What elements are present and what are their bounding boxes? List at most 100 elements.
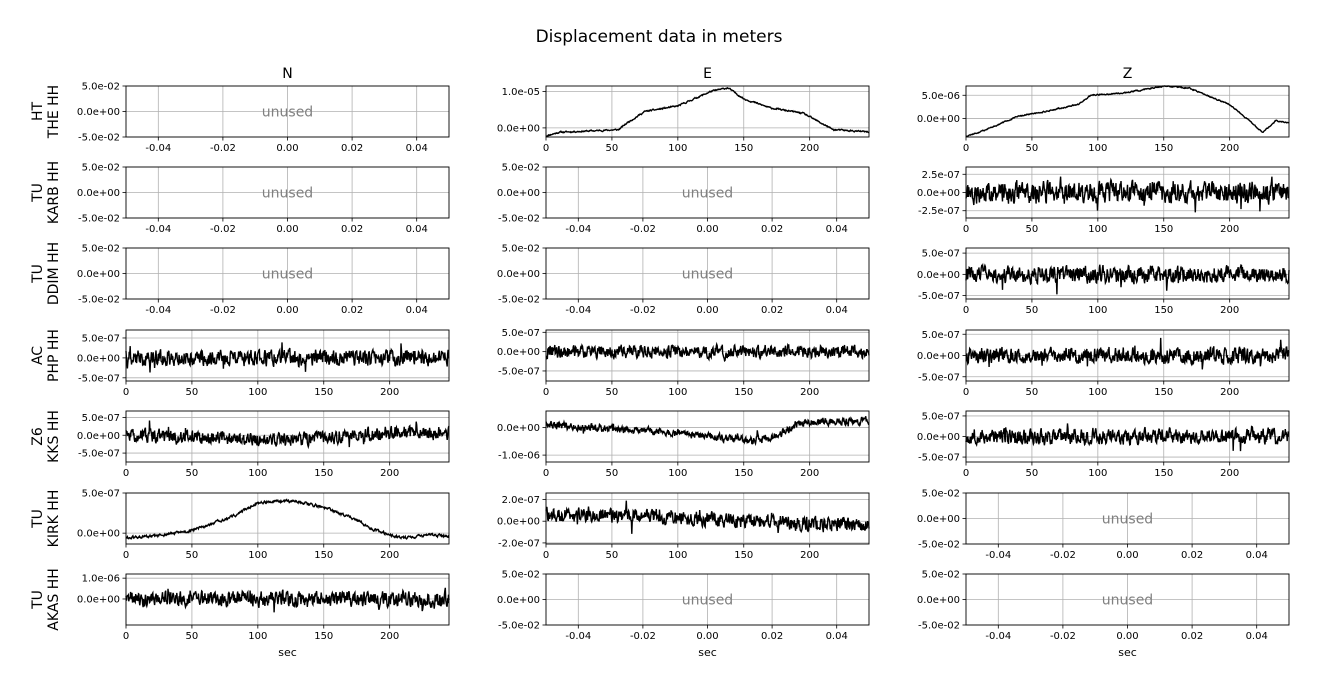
x-tick-label: -0.04 xyxy=(145,143,171,154)
trace-line xyxy=(125,420,450,450)
x-tick-label: -0.02 xyxy=(1050,550,1076,561)
x-tick-label: 0 xyxy=(963,143,969,154)
x-tick-label: -0.02 xyxy=(630,305,656,316)
y-tick-label: -5.0e-02 xyxy=(78,295,120,306)
station-code: AKAS HH xyxy=(46,568,62,630)
y-tick-label: -5.0e-02 xyxy=(78,214,120,225)
x-tick-label: 0.04 xyxy=(406,305,428,316)
trace-line xyxy=(965,85,1290,138)
axes-frame xyxy=(125,492,450,545)
station-network: Z6 xyxy=(30,427,46,446)
x-tick-label: 50 xyxy=(1026,224,1039,235)
station-label: TU DDIM HH xyxy=(30,242,62,305)
station-label: Z6 KKS HH xyxy=(30,410,62,463)
x-tick-label: 100 xyxy=(668,387,687,398)
x-tick-label: -0.04 xyxy=(565,305,591,316)
panel-n: unused -0.04 -0.02 0.00 0.02 0.04 5.0e-02 0.0e+… xyxy=(77,82,450,154)
y-tick-label: 0.0e+00 xyxy=(497,269,540,280)
unused-label: unused xyxy=(682,593,733,609)
axes-frame xyxy=(125,573,450,626)
unused-label: unused xyxy=(262,267,313,283)
x-tick-label: 0.04 xyxy=(826,224,848,235)
x-axis-label: sec xyxy=(1118,646,1137,659)
y-tick-label: -5.0e-02 xyxy=(498,621,540,632)
x-tick-label: 0.00 xyxy=(696,631,718,642)
x-tick-label: -0.04 xyxy=(565,631,591,642)
column-title-n: N xyxy=(282,66,292,82)
x-tick-label: 0 xyxy=(963,224,969,235)
trace-line xyxy=(545,500,870,534)
unused-label: unused xyxy=(262,186,313,202)
unused-label: unused xyxy=(262,105,313,121)
x-tick-label: -0.04 xyxy=(145,305,171,316)
x-tick-label: 100 xyxy=(1088,468,1107,479)
x-tick-label: 100 xyxy=(248,550,267,561)
axes-frame xyxy=(965,85,1290,138)
x-tick-label: 0 xyxy=(123,468,129,479)
panel-z: 0 50 100 150 200 2.5e-07 0.0e+00 -2.5e-07 xyxy=(917,166,1290,235)
y-tick-label: -5.0e-02 xyxy=(918,621,960,632)
y-tick-label: 5.0e-07 xyxy=(502,328,540,339)
axes-frame xyxy=(545,85,870,138)
x-tick-label: 200 xyxy=(1220,305,1239,316)
x-tick-label: 0 xyxy=(123,550,129,561)
y-tick-label: 0.0e+00 xyxy=(917,188,960,199)
x-tick-label: 150 xyxy=(734,143,753,154)
x-tick-label: 0 xyxy=(963,305,969,316)
x-tick-label: 200 xyxy=(1220,224,1239,235)
y-tick-label: 0.0e+00 xyxy=(917,595,960,606)
x-tick-label: 0 xyxy=(123,631,129,642)
x-tick-label: 0.04 xyxy=(826,305,848,316)
x-axis-label: sec xyxy=(698,646,717,659)
y-tick-label: -5.0e-07 xyxy=(918,291,960,302)
y-tick-label: -5.0e-02 xyxy=(78,133,120,144)
x-tick-label: 200 xyxy=(380,468,399,479)
y-tick-label: -2.0e-07 xyxy=(498,538,540,549)
y-tick-label: 5.0e-02 xyxy=(82,244,120,255)
y-tick-label: 5.0e-07 xyxy=(82,413,120,424)
panel-e: unused -0.04 -0.02 0.00 0.02 0.04 5.0e-02 0.0e+… xyxy=(497,244,870,316)
trace-line xyxy=(125,342,450,373)
y-tick-label: 5.0e-02 xyxy=(82,163,120,174)
y-tick-label: 0.0e+00 xyxy=(77,107,120,118)
x-tick-label: 0.00 xyxy=(696,305,718,316)
x-tick-label: 100 xyxy=(668,468,687,479)
y-tick-label: 0.0e+00 xyxy=(917,270,960,281)
station-code: KIRK HH xyxy=(46,490,62,548)
panel-z: unused -0.04 -0.02 0.00 0.02 0.04 5.0e-02 0.0e+… xyxy=(917,489,1290,561)
station-network: AC xyxy=(30,346,46,365)
x-tick-label: 200 xyxy=(800,550,819,561)
panel-e: unused -0.04 -0.02 0.00 0.02 0.04 5.0e-02 0.0e+… xyxy=(497,163,870,235)
x-tick-label: 100 xyxy=(1088,224,1107,235)
x-tick-label: 100 xyxy=(668,550,687,561)
x-tick-label: 0.02 xyxy=(761,631,783,642)
unused-label: unused xyxy=(1102,512,1153,528)
panel-n: unused -0.04 -0.02 0.00 0.02 0.04 5.0e-02 0.0e+… xyxy=(77,163,450,235)
x-tick-label: 0 xyxy=(543,143,549,154)
panel-z: 0 50 100 150 200 5.0e-07 0.0e+00 -5.0e-07 xyxy=(917,329,1290,398)
y-tick-label: 0.0e+00 xyxy=(77,188,120,199)
station-label: TU AKAS HH xyxy=(30,568,62,630)
x-tick-label: 200 xyxy=(800,143,819,154)
figure-title: Displacement data in meters xyxy=(535,27,783,47)
y-tick-label: -1.0e-06 xyxy=(498,451,540,462)
x-tick-label: 200 xyxy=(1220,387,1239,398)
x-tick-label: -0.04 xyxy=(145,224,171,235)
station-code: KARB HH xyxy=(46,161,62,224)
x-tick-label: -0.04 xyxy=(985,550,1011,561)
x-tick-label: 50 xyxy=(186,468,199,479)
x-tick-label: 150 xyxy=(1154,305,1173,316)
x-tick-label: 150 xyxy=(314,631,333,642)
y-tick-label: 5.0e-07 xyxy=(82,489,120,500)
x-tick-label: 0.02 xyxy=(761,305,783,316)
x-tick-label: 50 xyxy=(1026,305,1039,316)
panel-e: 0 50 100 150 200 5.0e-07 0.0e+00 -5.0e-07 xyxy=(497,328,870,398)
x-tick-label: 0 xyxy=(963,468,969,479)
x-tick-label: 150 xyxy=(314,468,333,479)
station-label: TU KIRK HH xyxy=(30,490,62,548)
y-tick-label: -5.0e-07 xyxy=(918,372,960,383)
x-tick-label: -0.02 xyxy=(630,631,656,642)
station-code: DDIM HH xyxy=(46,242,62,305)
x-tick-label: 150 xyxy=(734,468,753,479)
x-tick-label: 200 xyxy=(380,387,399,398)
